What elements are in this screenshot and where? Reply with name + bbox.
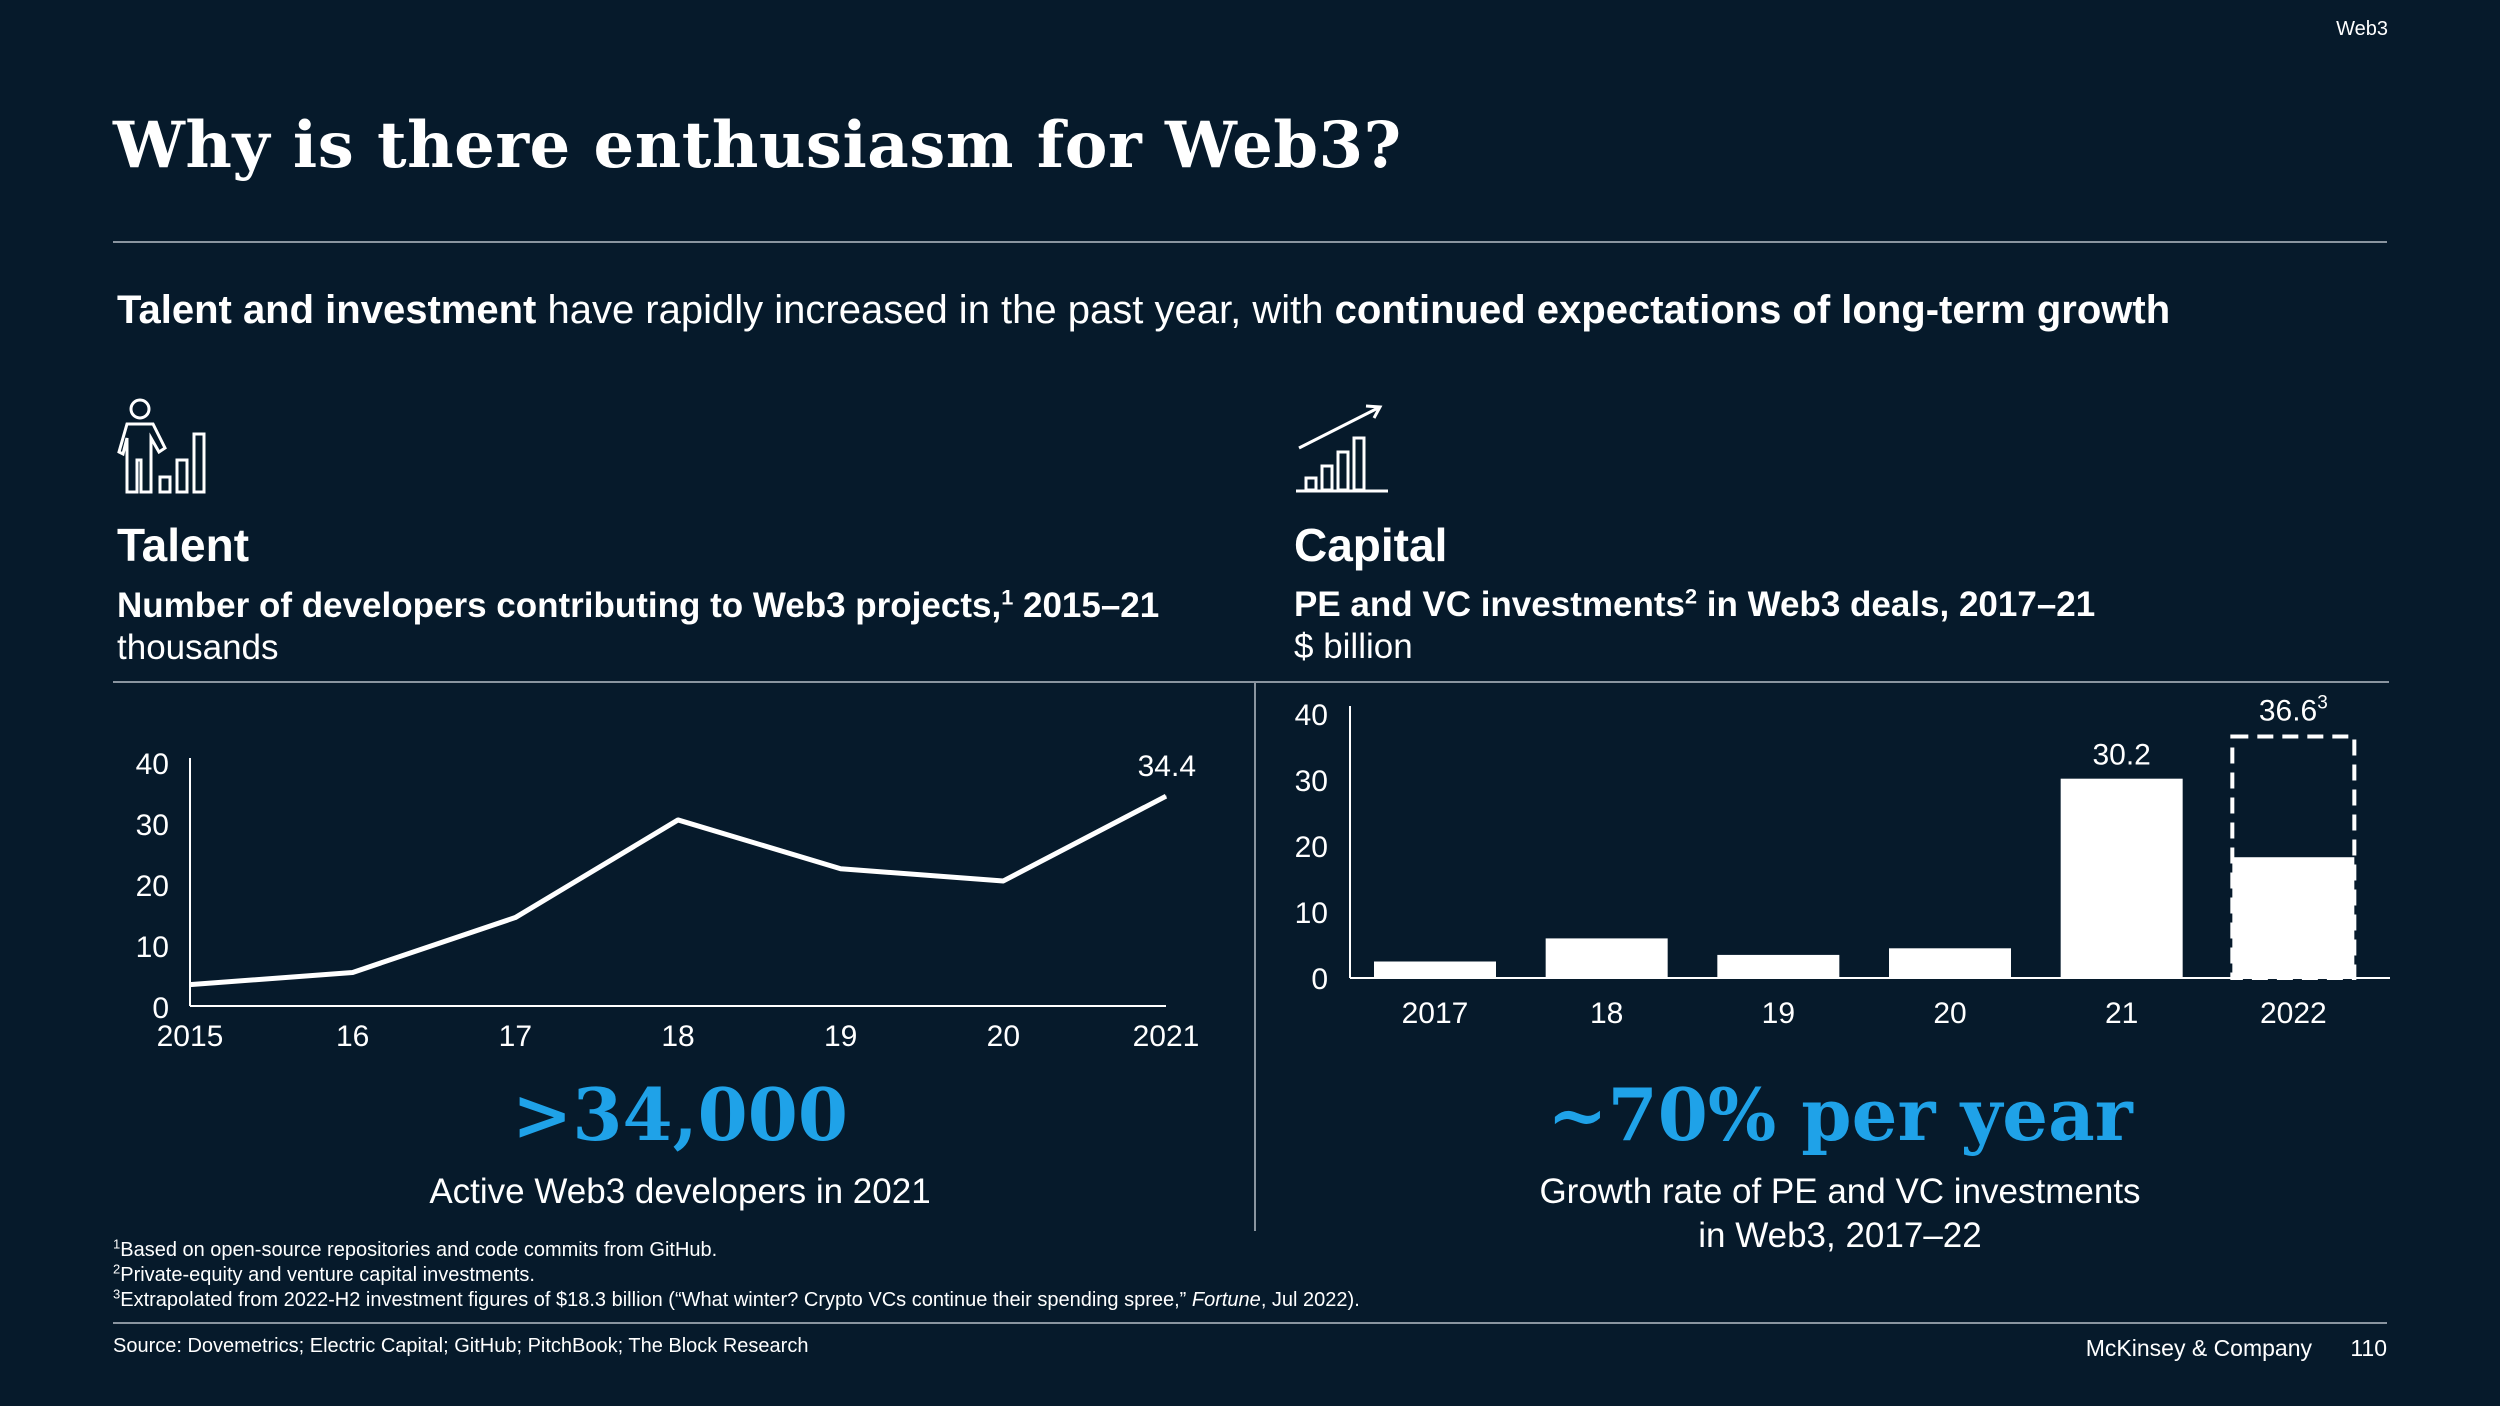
footnote-1: 1Based on open-source repositories and c… <box>113 1236 718 1261</box>
person-bar-chart-icon <box>117 398 206 494</box>
capital-caption-line-2: in Web3, 2017–22 <box>1698 1216 1982 1255</box>
footnote-2: 2Private-equity and venture capital inve… <box>113 1261 535 1286</box>
capital-chart-unit: $ billion <box>1294 627 1413 666</box>
line-chart-data-label: 34.4 <box>1138 750 1196 783</box>
talent-headline: >34,000 <box>512 1072 848 1157</box>
capital-heading: Capital <box>1294 519 1448 571</box>
line-chart-point <box>352 971 354 973</box>
bar-chart-bar <box>1717 954 1840 978</box>
bar-chart-x-tick-label: 18 <box>1590 997 1623 1030</box>
line-chart-point <box>1165 795 1167 797</box>
investments-bar-chart: 0 10 20 30 40 2017 18 19 20 21 2022 30.2 36.63 <box>1295 692 2390 1030</box>
line-chart-x-tick-label: 2021 <box>1133 1020 1200 1053</box>
line-chart-x-tick-label: 2015 <box>157 1020 224 1053</box>
footnotes: 1Based on open-source repositories and c… <box>113 1236 1360 1313</box>
line-chart-x-tick-label: 19 <box>824 1020 857 1053</box>
bar-chart-bar <box>2232 857 2355 978</box>
bar-chart-bar <box>2060 778 2183 978</box>
brand-name: McKinsey & Company <box>2085 1335 2312 1361</box>
bar-chart-x-tick-label: 19 <box>1762 997 1795 1030</box>
capital-headline: ~70% per year <box>1547 1072 2133 1157</box>
line-chart-point <box>677 819 679 821</box>
talent-chart-unit: thousands <box>117 628 279 667</box>
bar-chart-y-tick-label: 40 <box>1295 699 1328 732</box>
bar-chart-bar <box>1889 948 2011 978</box>
subtitle-bold-2: continued expectations of long-term grow… <box>1334 288 2171 332</box>
capital-caption-line-1: Growth rate of PE and VC investments <box>1539 1172 2141 1211</box>
bar-chart-x-tick-label: 21 <box>2105 997 2138 1030</box>
bar-chart-projected-bar <box>2230 734 2357 980</box>
footer-divider <box>113 1322 2387 1324</box>
talent-heading: Talent <box>117 519 250 571</box>
line-chart-point <box>840 868 842 870</box>
subtitle-bold-1: Talent and investment <box>117 288 537 332</box>
bar-chart-y-tick-label: 0 <box>1311 963 1328 996</box>
bar-chart-data-label: 30.2 <box>2092 739 2150 772</box>
bar-chart-y-tick-label: 30 <box>1295 765 1328 798</box>
line-chart-x-tick-label: 20 <box>987 1020 1020 1053</box>
line-chart-point <box>189 984 191 986</box>
projected-footnote-marker: 3 <box>2317 692 2328 713</box>
bar-chart-x-tick-label: 20 <box>1933 997 1966 1030</box>
bar-chart-bar <box>1545 938 1668 978</box>
page-number: 110 <box>2350 1335 2387 1361</box>
bar-chart-x-tick-label: 2017 <box>1402 997 1469 1030</box>
title-divider <box>113 241 2387 243</box>
developers-line-chart: 0 10 20 30 40 2015 16 17 18 19 20 2021 34.4 <box>136 748 1200 1053</box>
talent-chart-title: Number of developers contributing to Web… <box>117 584 1160 625</box>
charts-top-divider <box>113 681 2389 683</box>
bar-chart-bar <box>1374 961 1496 978</box>
line-chart-point <box>1002 880 1004 882</box>
bar-chart-y-tick-label: 20 <box>1295 831 1328 864</box>
page-title: Why is there enthusiasm for Web3? <box>113 108 1402 183</box>
bar-chart-x-tick-label: 2022 <box>2260 997 2327 1030</box>
subtitle-text: have rapidly increased in the past year,… <box>536 288 1335 332</box>
line-chart-y-tick-label: 10 <box>136 931 169 964</box>
line-chart-y-tick-label: 20 <box>136 870 169 903</box>
charts-vertical-divider <box>1254 683 1256 1231</box>
subtitle: Talent and investment have rapidly incre… <box>117 288 2170 333</box>
footnote-3: 3Extrapolated from 2022-H2 investment fi… <box>113 1286 1360 1311</box>
projected-value: 36.6 <box>2259 694 2317 727</box>
line-chart-x-tick-label: 18 <box>661 1020 694 1053</box>
line-chart-y-tick-label: 0 <box>152 992 169 1025</box>
bar-chart-y-tick-label: 10 <box>1295 897 1328 930</box>
line-chart-x-tick-label: 16 <box>336 1020 369 1053</box>
line-chart-x-tick-label: 17 <box>499 1020 532 1053</box>
bar-chart-projected-label: 36.63 <box>2259 692 2328 727</box>
line-chart-series-line <box>189 793 1168 988</box>
talent-caption: Active Web3 developers in 2021 <box>429 1172 931 1211</box>
capital-chart-title: PE and VC investments2 in Web3 deals, 20… <box>1294 583 2096 624</box>
source-line: Source: Dovemetrics; Electric Capital; G… <box>113 1335 809 1357</box>
section-tag: Web3 <box>2336 18 2388 40</box>
rising-bar-chart-icon <box>1296 404 1388 493</box>
line-chart-y-tick-label: 30 <box>136 809 169 842</box>
line-chart-y-tick-label: 40 <box>136 748 169 781</box>
capital-caption: Growth rate of PE and VC investments in … <box>1440 1170 2240 1258</box>
line-chart-point <box>514 917 516 919</box>
